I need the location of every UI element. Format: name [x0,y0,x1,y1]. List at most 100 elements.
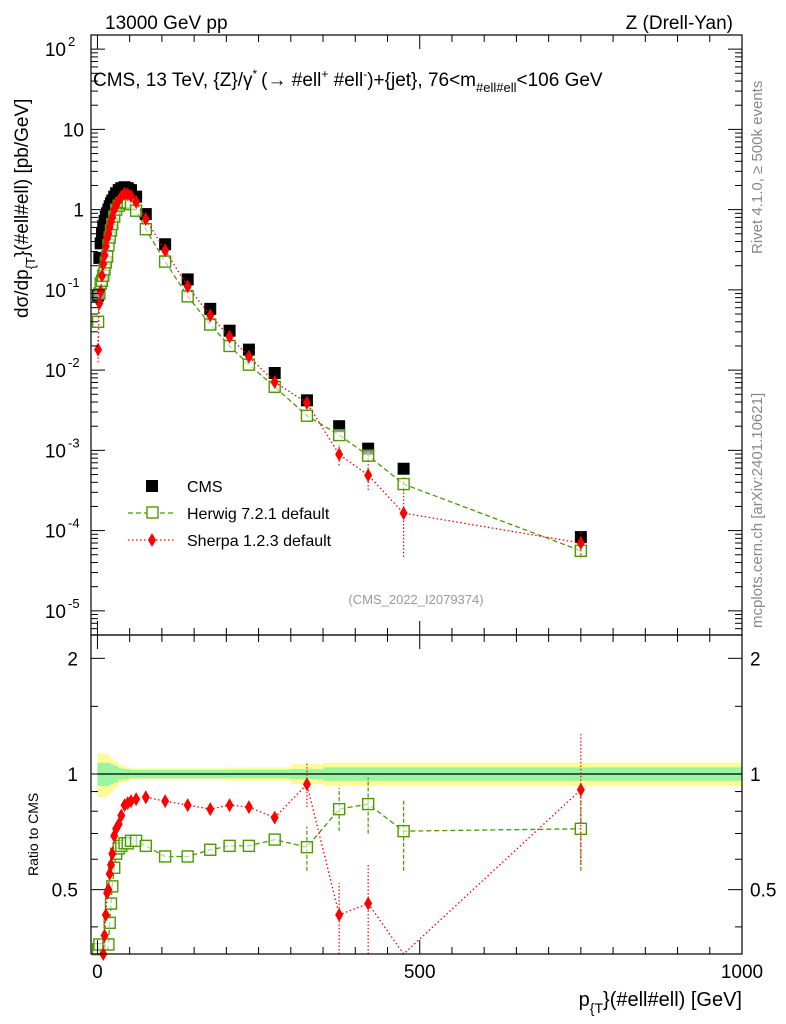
sherpa-point [97,268,106,283]
rivet-version-label: Rivet 4.1.0, ≥ 500k events [749,81,766,254]
sherpa-ratio-point [141,790,150,805]
ratio-panel: 0 500 1000 2 2 1 1 0.5 0.5 [52,634,776,983]
sherpa-ratio-point [206,802,215,817]
herwig-ratio-point [361,797,375,811]
sherpa-ratio-point [108,846,117,861]
ratio-tick-label-right: 0.5 [750,881,776,902]
sherpa-ratio-point [225,798,234,813]
herwig-ratio-point [181,850,194,863]
sherpa-point [132,194,141,209]
herwig-point [300,409,314,422]
herwig-line [97,201,582,552]
y-tick-mantissa: 10 [63,120,84,141]
y-tick-exponent: 2 [68,34,75,49]
ratio-tick-label: 1 [67,765,78,786]
y-tick-mantissa: 10 [45,361,66,382]
sherpa-point [123,187,132,202]
herwig-ratio-point [104,897,118,910]
sherpa-ratio-point [161,794,170,809]
mcplots-label: mcplots.cern.ch [arXiv:2401.10621] [749,393,766,628]
sherpa-ratio-point [100,928,109,943]
herwig-ratio-point [332,802,346,816]
y-tick-label: 10 [63,120,84,141]
y-tick-exponent: -3 [68,435,80,450]
x-tick-label: 1000 [721,962,763,983]
sherpa-point [94,342,103,357]
chart-title: CMS, 13 TeV, {Z}/γ* (→ #ell+ #ell-)+{jet}… [93,67,603,95]
cms-point [268,367,281,380]
sherpa-point [161,243,170,258]
y-tick-label: 10 [45,281,66,302]
legend-marker-sherpa [148,533,156,547]
herwig-point [397,477,410,491]
y-tick-label: 10 [45,441,66,462]
y-tick-mantissa: 1 [73,201,84,222]
y-tick-label: 10 [45,522,66,543]
sherpa-point [126,188,135,203]
herwig-ratio-point [300,840,314,854]
herwig-point [361,449,375,462]
sherpa-ratio-point [104,882,113,897]
y-tick-label: 10 [45,40,66,61]
analysis-watermark: (CMS_2022_I2079374) [348,592,483,607]
ratio-tick-label-right: 1 [750,765,761,786]
sherpa-point [141,212,150,227]
x-tick-label: 500 [404,962,436,983]
sherpa-point [302,395,311,410]
y-axis-label: dσ/dp{T}(#ell#ell) [pb/GeV] [12,99,38,318]
herwig-ratio-point [223,839,236,853]
y-tick-mantissa: 10 [45,40,66,61]
sherpa-ratio-point [117,808,126,823]
sherpa-point [399,506,408,521]
sherpa-point [95,296,104,311]
y-tick-mantissa: 10 [45,281,66,302]
x-tick-label: 0 [92,962,103,983]
legend-marker-cms [146,480,158,492]
x-axis-label: p{T}(#ell#ell) [GeV] [579,989,742,1016]
legend: CMS Herwig 7.2.1 default Sherpa 1.2.3 de… [128,479,332,550]
cms-point [397,462,410,475]
herwig-ratio-point [102,938,115,951]
sherpa-ratio-point [576,782,585,797]
y-tick-exponent: -4 [68,516,80,531]
process-label: Z (Drell-Yan) [626,13,733,34]
herwig-point [332,428,346,442]
y-tick-mantissa: 10 [45,522,66,543]
sherpa-point [183,279,192,294]
ratio-tick-label: 0.5 [52,881,78,902]
sherpa-point [576,536,585,551]
sherpa-ratio-point [126,794,135,809]
legend-label-sherpa: Sherpa 1.2.3 default [187,533,332,550]
y-tick-mantissa: 10 [45,602,66,623]
sherpa-ratio-point [132,792,141,807]
y-tick-exponent: -1 [68,275,80,290]
sherpa-ratio-point [101,907,110,922]
ratio-axis-label: Ratio to CMS [25,793,41,876]
sherpa-point [244,349,253,364]
ratio-tick-label: 2 [67,649,78,670]
ratio-tick-label-right: 2 [750,649,761,670]
legend-label-cms: CMS [187,479,223,496]
herwig-ratio-point [242,839,256,853]
sherpa-ratio-point [244,800,253,815]
y-tick-mantissa: 10 [45,441,66,462]
legend-label-herwig: Herwig 7.2.1 default [187,506,330,523]
sherpa-ratio-point [270,810,279,825]
sherpa-point [270,375,279,390]
herwig-ratio-point [204,843,217,856]
sherpa-point [225,329,234,344]
y-tick-label: 10 [45,602,66,623]
sherpa-point [96,284,105,299]
y-tick-label: 10 [45,361,66,382]
beam-label: 13000 GeV pp [105,13,228,34]
herwig-ratio-point [103,916,116,929]
sherpa-point [364,468,373,483]
sherpa-ratio-point [123,796,132,811]
y-tick-label: 1 [73,201,84,222]
sherpa-ratio-point [183,798,192,813]
sherpa-ratio-point [106,857,115,872]
herwig-ratio-point [158,850,172,863]
sherpa-ratio-point [364,896,373,911]
